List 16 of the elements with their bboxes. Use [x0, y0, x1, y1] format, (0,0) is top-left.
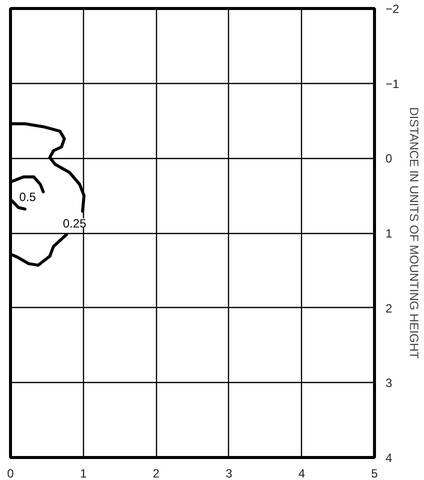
series-label: 0.25 [62, 216, 87, 230]
y-tick-label: 2 [386, 301, 392, 316]
y-tick-label: 1 [386, 226, 392, 240]
y-tick-label: −1 [386, 76, 400, 91]
x-tick-label: 2 [152, 466, 160, 480]
x-tick-label: 4 [298, 466, 306, 480]
series-label: 0.5 [19, 190, 36, 204]
x-tick-label: 3 [226, 466, 233, 480]
x-tick-label: 0 [7, 466, 14, 480]
y-tick-label: 4 [386, 451, 392, 465]
x-tick-label: 5 [371, 466, 378, 480]
x-tick-label: 1 [80, 466, 87, 480]
y-tick-label: 3 [386, 376, 392, 390]
y-tick-label: 0 [386, 152, 392, 166]
y-tick-label: −2 [386, 2, 400, 16]
y-axis-title: DISTANCE IN UNITS OF MOUNTING HEIGHT [407, 107, 422, 360]
